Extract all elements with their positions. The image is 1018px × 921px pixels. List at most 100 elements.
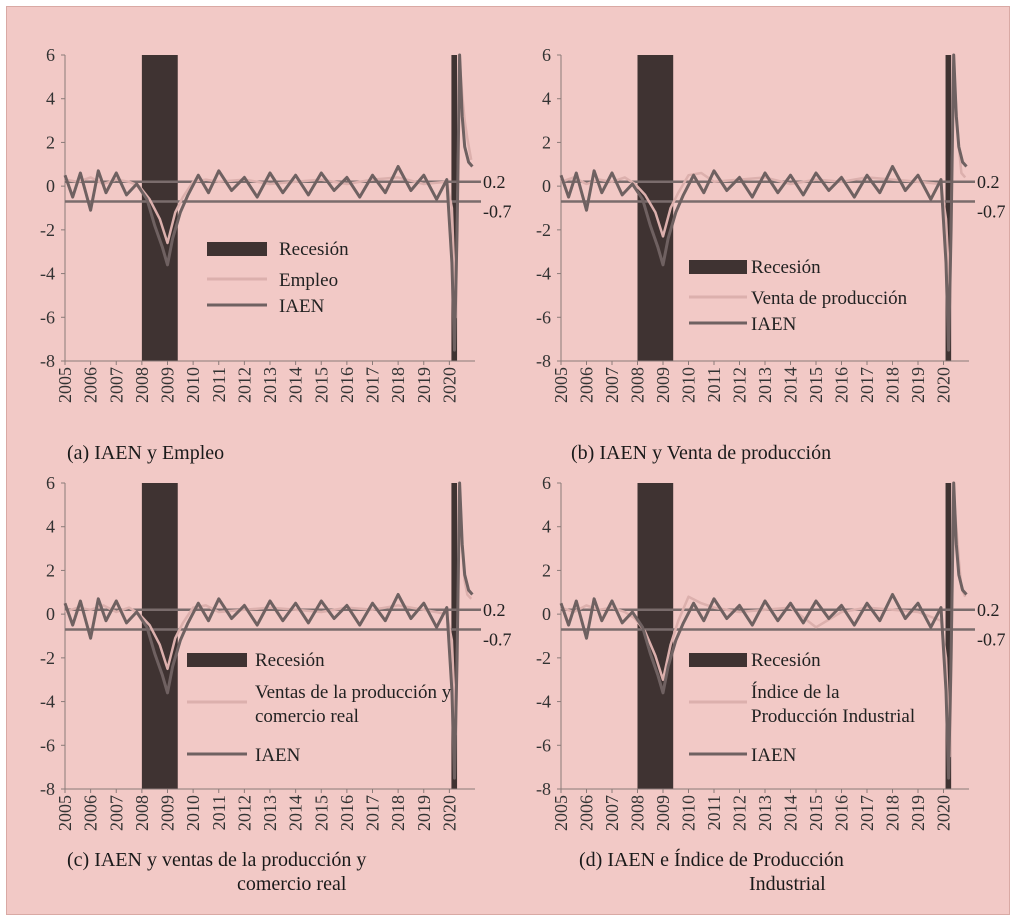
y-tick-label: 6 (46, 45, 55, 65)
legend-swatch-recession (207, 242, 267, 256)
recession-bar (945, 55, 952, 361)
x-tick-label: 2017 (857, 367, 877, 403)
panel-caption: (a) IAEN y Empleo (67, 442, 224, 464)
x-tick-label: 2011 (704, 367, 724, 402)
x-tick-label: 2018 (388, 795, 408, 831)
recession-bar (141, 55, 178, 361)
y-tick-label: -4 (536, 692, 551, 712)
x-tick-label: 2008 (628, 795, 648, 831)
x-tick-label: 2020 (439, 795, 459, 831)
y-tick-label: -8 (40, 351, 55, 371)
x-tick-label: 2017 (363, 367, 383, 403)
x-tick-label: 2015 (311, 367, 331, 403)
y-tick-label: 4 (542, 517, 551, 537)
x-tick-label: 2007 (106, 795, 126, 831)
legend: Recesión Índice de la Producción Industria… (689, 650, 915, 766)
legend-label-recession: Recesión (255, 650, 325, 671)
reference-line-label: 0.2 (483, 600, 506, 620)
y-tick-label: 6 (542, 473, 551, 493)
x-tick-label: 2014 (781, 795, 801, 831)
y-tick-label: 4 (542, 89, 551, 109)
y-tick-label: -4 (40, 692, 55, 712)
iaen-series-line (559, 481, 968, 780)
y-tick-label: -8 (536, 351, 551, 371)
legend-label-indicator: Ventas de la producción y (255, 682, 452, 703)
x-tick-label: 2013 (755, 367, 775, 403)
y-tick-label: -8 (40, 779, 55, 799)
reference-line-label: -0.7 (483, 629, 512, 649)
recession-bar (637, 483, 674, 789)
recession-bar (945, 483, 952, 789)
x-tick-label: 2011 (704, 795, 724, 830)
x-tick-label: 2016 (832, 367, 852, 403)
x-tick-label: 2009 (653, 795, 673, 831)
y-tick-label: -4 (40, 264, 55, 284)
reference-line-label: 0.2 (483, 172, 506, 192)
x-tick-label: 2012 (730, 795, 750, 831)
x-tick-label: 2006 (81, 795, 101, 831)
x-tick-label: 2012 (234, 795, 254, 831)
legend-label-indicator: Empleo (279, 270, 338, 291)
panel-caption: (b) IAEN y Venta de producción (571, 442, 831, 464)
legend-label-recession: Recesión (751, 257, 821, 278)
y-tick-label: 2 (542, 560, 551, 580)
y-tick-label: -6 (40, 307, 55, 327)
x-tick-label: 2020 (439, 367, 459, 403)
x-tick-label: 2018 (883, 795, 903, 831)
recession-bar (451, 55, 458, 361)
x-tick-label: 2019 (414, 367, 434, 403)
x-tick-label: 2017 (857, 795, 877, 831)
legend-swatch-recession (689, 260, 747, 274)
legend-swatch-recession (689, 653, 747, 667)
x-tick-label: 2007 (106, 367, 126, 403)
x-tick-label: 2019 (908, 795, 928, 831)
x-tick-label: 2010 (679, 795, 699, 831)
reference-line-label: -0.7 (483, 201, 512, 221)
x-tick-label: 2012 (234, 367, 254, 403)
y-tick-label: -2 (536, 220, 551, 240)
y-tick-label: 4 (46, 517, 55, 537)
x-tick-label: 2006 (577, 367, 597, 403)
x-tick-label: 2018 (883, 367, 903, 403)
y-tick-label: 2 (46, 132, 55, 152)
legend-label-recession: Recesión (751, 650, 821, 671)
x-tick-label: 2020 (934, 795, 954, 831)
y-tick-label: 0 (542, 176, 551, 196)
panel-caption: (c) IAEN y ventas de la producción y (67, 849, 366, 871)
legend-label-indicator: Venta de producción (751, 288, 908, 309)
x-tick-label: 2005 (55, 795, 75, 831)
x-tick-label: 2019 (908, 367, 928, 403)
y-tick-label: -8 (536, 779, 551, 799)
x-tick-label: 2018 (388, 367, 408, 403)
recession-bar (141, 483, 178, 789)
y-tick-label: 6 (542, 45, 551, 65)
reference-line-label: -0.7 (977, 201, 1006, 221)
legend-label-recession: Recesión (279, 239, 349, 260)
y-tick-label: 0 (542, 604, 551, 624)
x-tick-label: 2010 (183, 795, 203, 831)
y-tick-label: 0 (46, 604, 55, 624)
legend-label-indicator: Índice de la (751, 681, 840, 703)
legend-label-iaen: IAEN (255, 745, 301, 766)
panel-caption-line2: comercio real (237, 873, 347, 895)
legend-label-indicator-line2: comercio real (255, 706, 359, 727)
x-tick-label: 2014 (286, 367, 306, 403)
panel-caption: (d) IAEN e Índice de Producción (579, 848, 844, 871)
x-tick-label: 2009 (158, 795, 178, 831)
x-tick-label: 2013 (755, 795, 775, 831)
x-tick-label: 2016 (832, 795, 852, 831)
y-tick-label: -4 (536, 264, 551, 284)
y-tick-label: 2 (542, 132, 551, 152)
x-tick-label: 2008 (132, 367, 152, 403)
iaen-series-line (63, 481, 474, 780)
x-tick-label: 2010 (183, 367, 203, 403)
iaen-series-line (63, 53, 474, 352)
y-tick-label: 0 (46, 176, 55, 196)
legend-label-iaen: IAEN (279, 296, 325, 317)
iaen-series-line (559, 53, 968, 352)
y-tick-label: 2 (46, 560, 55, 580)
y-tick-label: -2 (40, 648, 55, 668)
x-tick-label: 2013 (260, 367, 280, 403)
